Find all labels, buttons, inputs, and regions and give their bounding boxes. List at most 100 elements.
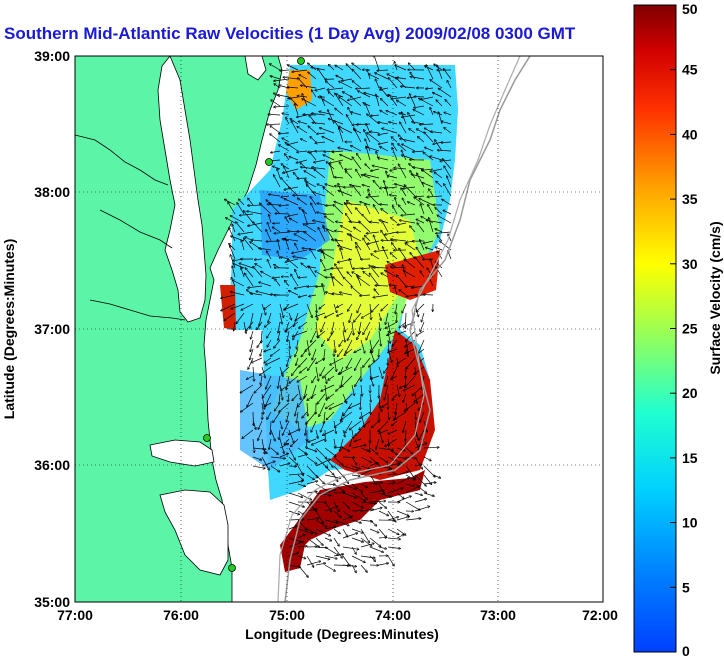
velocity-arrow [274,231,290,233]
velocity-arrow [360,465,370,469]
velocity-arrow [310,197,317,206]
velocity-arrow [317,393,326,404]
velocity-arrow [364,130,371,143]
velocity-arrow [381,209,389,215]
velocity-arrow [289,187,299,197]
velocity-arrow [335,108,344,116]
velocity-arrow [387,474,396,475]
velocity-arrow [323,155,335,161]
station-marker [297,57,305,65]
velocity-arrow [421,312,425,322]
field-red-east [385,250,440,300]
velocity-arrow [279,205,290,206]
velocity-arrow [336,222,344,223]
velocity-arrow [335,420,344,427]
velocity-arrow [315,87,326,91]
velocity-arrow [307,185,317,197]
velocity-arrow [349,312,353,322]
velocity-arrow [448,234,452,242]
velocity-arrow [347,330,353,340]
velocity-arrow [349,402,362,408]
map-plot-area [75,56,603,602]
velocity-arrow [329,65,335,71]
velocity-arrow [279,312,282,324]
velocity-arrow [366,231,380,234]
velocity-arrow [392,148,398,161]
velocity-arrow [369,447,378,454]
velocity-arrow [402,198,407,206]
velocity-arrow [292,393,299,401]
velocity-arrow [416,330,425,336]
velocity-arrow [295,244,299,251]
velocity-arrow [296,357,299,365]
velocity-arrow [248,198,254,206]
velocity-arrow [310,249,317,260]
velocity-arrow [266,357,281,365]
velocity-arrow [360,393,361,409]
velocity-arrow [319,112,335,116]
velocity-arrow [360,483,368,488]
velocity-arrow [310,137,317,143]
velocity-arrow [267,411,272,419]
velocity-arrow [315,492,331,495]
velocity-arrow [306,555,314,567]
velocity-arrow [333,438,335,448]
velocity-arrow [333,303,337,313]
velocity-arrow [332,151,344,152]
velocity-arrow [288,213,299,216]
velocity-arrow [414,393,417,403]
velocity-arrow [288,456,298,465]
colorbar-tick-label: 5 [682,579,690,595]
velocity-arrow [274,265,281,269]
velocity-arrow [304,232,317,242]
velocity-arrow [378,158,389,161]
velocity-arrow [447,81,452,89]
velocity-arrow [324,519,338,523]
velocity-arrow [342,465,357,470]
velocity-arrow [324,555,337,559]
station-marker [228,564,236,572]
velocity-arrow [340,292,353,296]
velocity-arrow [320,128,335,134]
velocity-arrow [288,481,303,485]
velocity-arrow [410,94,416,107]
velocity-arrow [395,65,407,71]
velocity-arrow [244,238,254,251]
velocity-arrow [353,186,362,197]
velocity-arrow [315,519,327,527]
velocity-arrow [279,438,284,453]
velocity-arrow [399,248,407,260]
velocity-arrow [388,348,398,353]
velocity-arrow [378,456,388,463]
velocity-arrow [411,174,425,179]
velocity-arrow [295,104,299,116]
velocity-arrow [416,247,425,260]
velocity-arrow [261,456,269,470]
velocity-arrow [297,492,311,500]
velocity-arrow [380,110,389,116]
velocity-arrow [317,184,326,188]
velocity-arrow [289,291,299,296]
y-axis-label: Latitude (Degrees:Minutes) [1,239,17,419]
velocity-arrow [377,70,389,71]
velocity-arrow [351,483,363,492]
velocity-arrow [345,393,353,402]
velocity-arrow [401,86,416,89]
colorbar [633,4,677,653]
axes-frame [74,55,604,603]
velocity-arrow [272,277,281,278]
velocity-arrow [413,151,425,152]
velocity-arrow [338,148,353,152]
velocity-arrow [274,402,281,411]
velocity-arrow [374,289,380,296]
velocity-arrow [370,132,380,133]
velocity-arrow [385,438,398,446]
velocity-arrow [402,114,416,117]
velocity-arrow [320,420,326,432]
velocity-arrow [392,420,398,426]
velocity-arrow [333,510,341,517]
velocity-arrow [315,142,326,143]
velocity-arrow [409,129,416,134]
velocity-arrow [429,189,434,197]
velocity-arrow [420,204,425,215]
